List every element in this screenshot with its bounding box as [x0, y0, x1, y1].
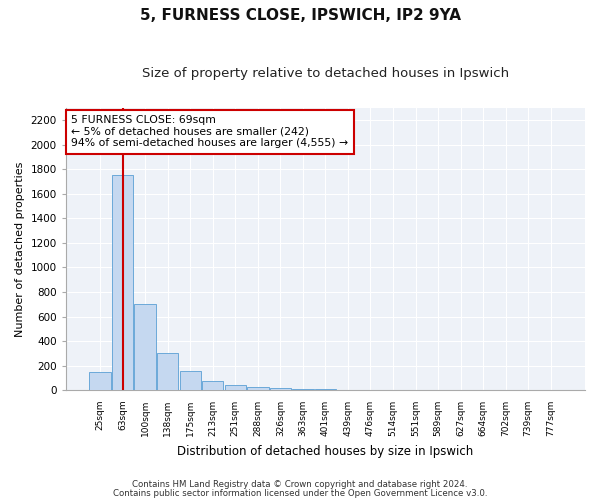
- Bar: [157, 354, 178, 390]
- Text: Contains public sector information licensed under the Open Government Licence v3: Contains public sector information licen…: [113, 489, 487, 498]
- Bar: [292, 389, 314, 390]
- Bar: [112, 176, 133, 390]
- Text: 5, FURNESS CLOSE, IPSWICH, IP2 9YA: 5, FURNESS CLOSE, IPSWICH, IP2 9YA: [139, 8, 461, 22]
- Y-axis label: Number of detached properties: Number of detached properties: [15, 162, 25, 337]
- Bar: [89, 372, 111, 390]
- Bar: [179, 371, 201, 390]
- Text: Contains HM Land Registry data © Crown copyright and database right 2024.: Contains HM Land Registry data © Crown c…: [132, 480, 468, 489]
- X-axis label: Distribution of detached houses by size in Ipswich: Distribution of detached houses by size …: [177, 444, 473, 458]
- Bar: [202, 381, 223, 390]
- Bar: [134, 304, 156, 390]
- Bar: [247, 387, 269, 390]
- Title: Size of property relative to detached houses in Ipswich: Size of property relative to detached ho…: [142, 68, 509, 80]
- Bar: [269, 388, 291, 390]
- Text: 5 FURNESS CLOSE: 69sqm
← 5% of detached houses are smaller (242)
94% of semi-det: 5 FURNESS CLOSE: 69sqm ← 5% of detached …: [71, 115, 348, 148]
- Bar: [224, 385, 246, 390]
